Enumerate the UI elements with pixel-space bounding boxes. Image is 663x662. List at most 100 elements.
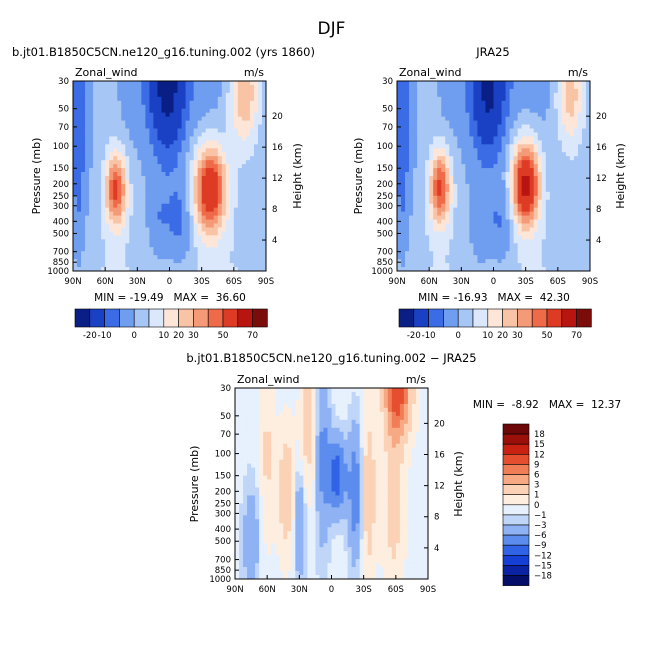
contour-cell	[241, 104, 247, 110]
contour-cell	[421, 136, 426, 141]
colorbar-swatch	[104, 308, 120, 328]
contour-cell	[255, 403, 260, 409]
contour-cell	[489, 164, 495, 169]
contour-cell	[161, 195, 167, 201]
contour-cell	[257, 259, 263, 264]
contour-cell	[77, 152, 82, 157]
contour-cell	[489, 187, 495, 193]
contour-cell	[449, 132, 454, 138]
y-tick-label: 1000	[47, 267, 69, 277]
contour-cell	[497, 215, 503, 221]
contour-cell	[97, 88, 102, 94]
contour-cell	[249, 96, 255, 102]
contour-cell	[197, 251, 203, 256]
contour-cell	[537, 259, 543, 264]
contour-cell	[469, 96, 474, 102]
contour-cell	[387, 391, 393, 397]
contour-cell	[473, 81, 479, 86]
contour-cell	[525, 88, 531, 94]
contour-cell	[409, 255, 414, 260]
contour-cell	[121, 160, 126, 165]
contour-cell	[237, 227, 243, 233]
contour-cell	[537, 203, 543, 209]
contour-cell	[85, 136, 90, 141]
contour-cell	[101, 223, 106, 229]
contour-cell	[237, 132, 243, 138]
contour-cell	[233, 251, 239, 256]
contour-cell	[173, 148, 179, 153]
y-tick-label: 30	[382, 77, 393, 87]
contour-cell	[537, 191, 543, 197]
contour-cell	[433, 176, 438, 181]
contour-cell	[585, 128, 590, 134]
contour-cell	[205, 164, 211, 169]
contour-cell	[145, 231, 150, 236]
contour-cell	[537, 219, 543, 225]
contour-cell	[549, 120, 555, 126]
contour-cell	[249, 136, 255, 141]
contour-cell	[193, 96, 199, 102]
contour-cell	[399, 399, 405, 405]
contour-cell	[101, 140, 106, 145]
contour-cell	[117, 152, 122, 157]
contour-cell	[457, 267, 462, 271]
contour-cell	[97, 195, 102, 201]
contour-cell	[229, 112, 235, 118]
contour-cell	[77, 183, 82, 189]
contour-cell	[533, 231, 539, 236]
contour-cell	[553, 148, 559, 153]
contour-cell	[505, 247, 511, 252]
contour-cell	[233, 140, 239, 145]
contour-cell	[93, 144, 98, 149]
contour-cell	[257, 199, 263, 205]
contour-cell	[521, 199, 527, 205]
contour-cell	[509, 160, 515, 165]
contour-cell	[481, 259, 487, 264]
contour-cell	[101, 84, 106, 90]
contour-cell	[117, 211, 122, 217]
contour-cell	[109, 187, 114, 193]
contour-cell	[533, 172, 539, 177]
contour-cell	[473, 156, 479, 161]
contour-cell	[253, 164, 259, 169]
contour-cell	[249, 251, 255, 256]
contour-cell	[501, 191, 507, 197]
contour-cell	[117, 120, 122, 126]
contour-cell	[197, 183, 203, 189]
contour-cell	[165, 227, 171, 233]
contour-cell	[497, 199, 503, 205]
contour-cell	[541, 255, 547, 260]
contour-cell	[441, 259, 446, 264]
contour-cell	[141, 152, 146, 157]
contour-cell	[497, 247, 503, 252]
contour-cell	[489, 176, 495, 181]
contour-cell	[429, 128, 434, 134]
contour-cell	[141, 104, 146, 110]
contour-cell	[157, 168, 163, 173]
contour-cell	[541, 100, 547, 106]
contour-cell	[505, 191, 511, 197]
contour-cell	[537, 168, 543, 173]
contour-cell	[109, 227, 114, 233]
contour-cell	[97, 179, 102, 185]
contour-cell	[465, 128, 470, 134]
contour-cell	[505, 92, 511, 98]
contour-cell	[241, 112, 247, 118]
contour-cell	[241, 128, 247, 134]
contour-cell	[185, 81, 191, 86]
contour-cell	[225, 120, 231, 126]
contour-cell	[145, 215, 150, 221]
contour-cell	[105, 259, 110, 264]
contour-cell	[581, 156, 587, 161]
contour-cell	[419, 391, 425, 397]
contour-cell	[437, 247, 442, 252]
contour-cell	[541, 227, 547, 233]
contour-cell	[409, 112, 414, 118]
contour-cell	[569, 211, 575, 217]
contour-cell	[485, 132, 491, 138]
contour-cell	[561, 239, 567, 244]
contour-cell	[233, 267, 239, 271]
contour-cell	[521, 156, 527, 161]
contour-cell	[193, 132, 199, 138]
contour-cell	[449, 263, 454, 268]
